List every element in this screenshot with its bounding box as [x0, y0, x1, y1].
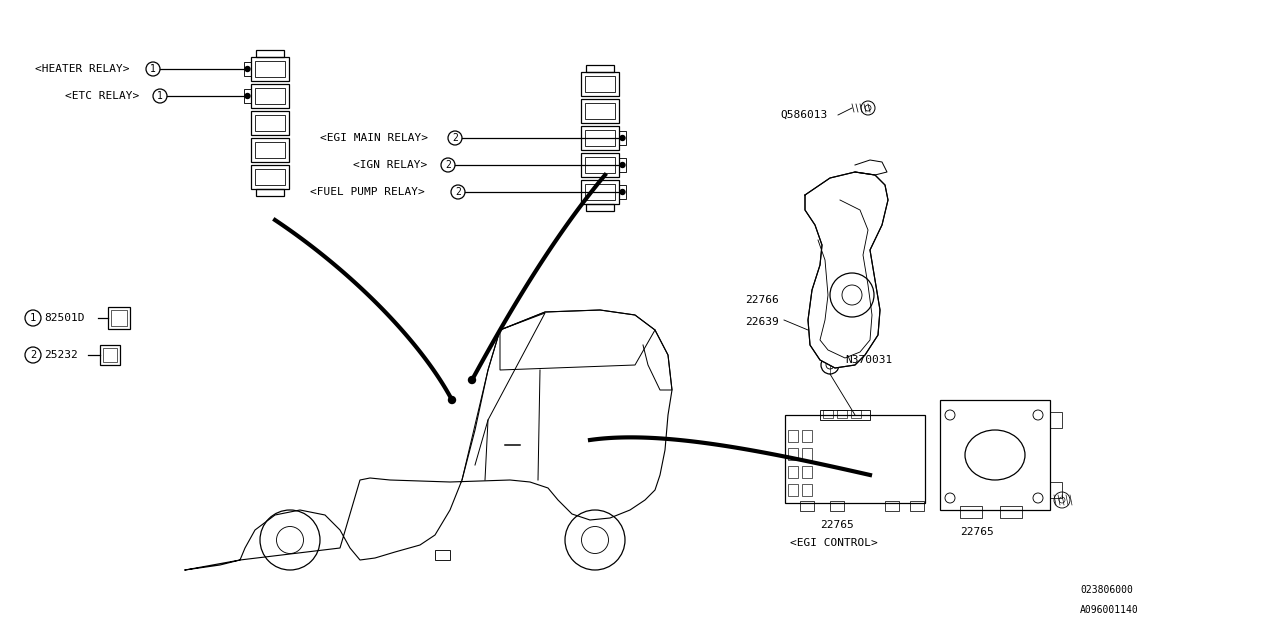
Bar [255, 169, 285, 185]
Bar [102, 348, 116, 362]
Bar [581, 72, 620, 96]
Circle shape [620, 189, 625, 195]
Polygon shape [500, 310, 655, 370]
Bar [829, 501, 844, 511]
Bar [585, 157, 614, 173]
Text: 2: 2 [456, 187, 461, 197]
Circle shape [620, 163, 625, 168]
Bar [251, 165, 289, 189]
Bar [620, 186, 626, 198]
Bar [1000, 506, 1021, 518]
Text: <HEATER RELAY>: <HEATER RELAY> [35, 64, 129, 74]
Bar [823, 410, 833, 418]
Bar [785, 415, 925, 503]
Bar [255, 115, 285, 131]
Bar [585, 184, 614, 200]
Bar [581, 126, 620, 150]
Bar [255, 142, 285, 158]
Text: 023806000: 023806000 [1080, 585, 1133, 595]
Bar [251, 84, 289, 108]
Bar [585, 130, 614, 146]
Bar [960, 506, 982, 518]
Bar [803, 484, 812, 496]
Text: 22639: 22639 [745, 317, 778, 327]
Bar [251, 57, 289, 81]
Polygon shape [805, 172, 888, 368]
Text: <FUEL PUMP RELAY>: <FUEL PUMP RELAY> [310, 187, 425, 197]
Bar [803, 430, 812, 442]
Bar [837, 410, 847, 418]
Text: <EGI MAIN RELAY>: <EGI MAIN RELAY> [320, 133, 428, 143]
Bar [1050, 412, 1062, 428]
Bar [788, 430, 797, 442]
Bar [255, 61, 285, 77]
Bar [581, 99, 620, 123]
Text: 22766: 22766 [745, 295, 778, 305]
Text: 2: 2 [445, 160, 451, 170]
Text: Q586013: Q586013 [780, 110, 827, 120]
Text: <EGI CONTROL>: <EGI CONTROL> [790, 538, 878, 548]
Bar [585, 103, 614, 119]
Bar [435, 550, 451, 560]
Bar [800, 501, 814, 511]
Bar [803, 448, 812, 460]
Bar [940, 400, 1050, 510]
Bar [108, 307, 131, 329]
Bar [884, 501, 899, 511]
Bar [255, 88, 285, 104]
Bar [803, 466, 812, 478]
Bar [620, 159, 626, 172]
Text: 1: 1 [29, 313, 36, 323]
Bar [851, 410, 861, 418]
Bar [111, 310, 127, 326]
Bar [586, 204, 614, 211]
Bar [788, 448, 797, 460]
Bar [251, 111, 289, 135]
Text: 22765: 22765 [960, 527, 993, 537]
Bar [586, 65, 614, 72]
Bar [256, 189, 284, 196]
Bar [581, 153, 620, 177]
Circle shape [244, 67, 250, 72]
Bar [251, 138, 289, 162]
Circle shape [448, 397, 456, 403]
Text: A096001140: A096001140 [1080, 605, 1139, 615]
Bar [244, 62, 251, 76]
Text: 82501D: 82501D [44, 313, 84, 323]
Text: 2: 2 [452, 133, 458, 143]
Bar [581, 180, 620, 204]
Bar [788, 484, 797, 496]
Text: 1: 1 [157, 91, 163, 101]
Bar [100, 345, 120, 365]
Text: 22765: 22765 [820, 520, 854, 530]
Circle shape [244, 93, 250, 99]
Text: <ETC RELAY>: <ETC RELAY> [65, 91, 140, 101]
Circle shape [620, 136, 625, 141]
Bar [820, 410, 870, 420]
Bar [788, 466, 797, 478]
Text: 25232: 25232 [44, 350, 78, 360]
Bar [620, 131, 626, 145]
Circle shape [468, 376, 475, 383]
Bar [244, 90, 251, 102]
Text: 1: 1 [150, 64, 156, 74]
Text: <IGN RELAY>: <IGN RELAY> [353, 160, 428, 170]
Text: N370031: N370031 [845, 355, 892, 365]
Bar [1050, 482, 1062, 498]
Bar [585, 76, 614, 92]
Text: 2: 2 [29, 350, 36, 360]
Bar [910, 501, 924, 511]
Bar [256, 50, 284, 57]
